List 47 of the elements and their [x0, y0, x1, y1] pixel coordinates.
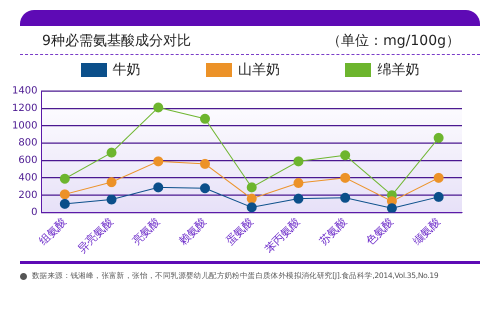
chart-title: 9种必需氨基酸成分对比 [42, 32, 191, 50]
x-tick-label: 缬氨酸 [410, 215, 443, 248]
x-tick-label: 赖氨酸 [176, 215, 210, 248]
point [153, 102, 164, 112]
point [153, 182, 164, 192]
y-tick-label: 200 [18, 190, 38, 201]
x-tick-label: 组氨酸 [36, 215, 69, 248]
y-tick-label: 400 [18, 172, 38, 184]
x-tick-label: 色氨酸 [364, 215, 396, 248]
point [60, 198, 70, 209]
point [106, 148, 117, 158]
point [200, 183, 210, 194]
legend-label: 绵羊奶 [376, 61, 420, 79]
point [340, 150, 350, 160]
chart-subtitle: （单位：mg/100g） [327, 32, 460, 50]
point [434, 192, 444, 202]
point [106, 194, 117, 205]
point [340, 172, 350, 183]
y-tick-label: 1400 [12, 86, 38, 97]
x-tick-label: 蛋氨酸 [223, 215, 256, 248]
y-tick-label: 800 [18, 138, 38, 149]
point [434, 132, 444, 143]
y-tick-label: 1000 [12, 120, 38, 132]
point [246, 194, 257, 204]
x-tick-label: 亮氨酸 [130, 215, 162, 248]
point [60, 174, 70, 184]
point [386, 203, 397, 213]
x-tick-label: 苯丙氨酸 [262, 215, 303, 256]
point [60, 189, 70, 200]
point [434, 172, 444, 183]
point [246, 202, 257, 212]
y-tick-label: 600 [18, 155, 38, 166]
x-tick-label: 异亮氨酸 [75, 215, 116, 256]
x-tick-label: 苏氨酸 [316, 215, 350, 248]
legend-label: 牛奶 [112, 61, 141, 79]
y-tick-label: 1200 [12, 102, 38, 114]
point [293, 156, 304, 166]
point [200, 114, 210, 124]
y-tick-label: 0 [31, 207, 38, 218]
point [293, 178, 304, 188]
point [293, 194, 304, 204]
point [106, 177, 117, 188]
legend-label: 山羊奶 [236, 61, 280, 79]
point [200, 158, 210, 169]
point [153, 156, 164, 166]
point [340, 192, 350, 203]
point [246, 182, 257, 192]
